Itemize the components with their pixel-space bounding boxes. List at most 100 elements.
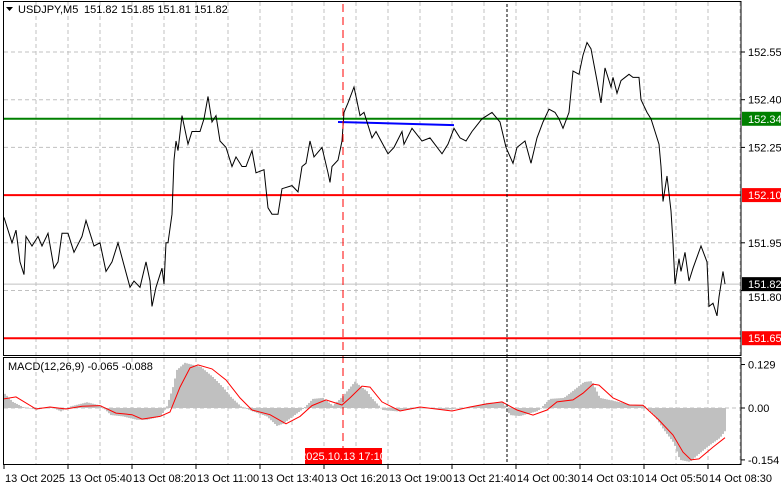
macd-bar [394, 408, 396, 412]
macd-bar [132, 408, 134, 419]
last-price-label: 151.82 [748, 279, 781, 291]
time-tick-label: 13 Oct 05:40 [69, 473, 132, 485]
macd-bar [84, 402, 86, 408]
macd-bar [606, 399, 608, 408]
macd-bar [162, 408, 164, 414]
macd-bar [720, 408, 722, 437]
level-price-label: 152.10 [748, 190, 781, 202]
macd-bar [568, 394, 570, 408]
macd-bar [284, 408, 286, 423]
macd-bar [154, 408, 156, 418]
trend-line[interactable] [337, 121, 455, 127]
macd-bar [254, 408, 256, 413]
macd-bar [130, 408, 132, 419]
macd-bar [500, 402, 502, 408]
macd-bar [60, 408, 62, 412]
macd-bar [640, 405, 642, 408]
macd-bar [528, 408, 530, 414]
triangle-down-icon[interactable] [6, 7, 13, 11]
macd-bar [688, 408, 690, 462]
macd-bar [696, 408, 698, 456]
level-price-label: 151.65 [748, 333, 781, 345]
macd-tick-label: 0.129 [748, 360, 776, 372]
macd-bar [4, 393, 6, 408]
macd-bar [172, 387, 174, 408]
time-tick-label: 13 Oct 13:40 [261, 473, 324, 485]
macd-bar [256, 408, 258, 413]
macd-bar [582, 382, 584, 408]
macd-bar [438, 408, 440, 410]
macd-bar [300, 408, 302, 411]
macd-bar [142, 408, 144, 420]
price-axis[interactable]: 152.55 152.40 152.25 151.95 151.80 152.34 152.… [741, 47, 781, 346]
macd-bar [376, 403, 378, 408]
macd-bar [296, 408, 298, 414]
macd-bar [70, 406, 72, 408]
macd-bar [388, 408, 390, 411]
macd-bar [372, 399, 374, 408]
macd-bar [672, 408, 674, 442]
macd-bar [188, 363, 190, 408]
macd-bar [128, 408, 130, 418]
macd-bar [322, 397, 324, 408]
macd-bar [20, 405, 22, 408]
macd-bar [390, 408, 392, 411]
macd-bar [224, 389, 226, 408]
macd-bar [544, 403, 546, 408]
time-tick-label: 13 Oct 08:20 [133, 473, 196, 485]
macd-bar [498, 402, 500, 408]
macd-bar [704, 408, 706, 450]
macd-bar [356, 383, 358, 408]
macd-bar [540, 408, 542, 409]
macd-bar [504, 405, 506, 408]
macd-bar [260, 408, 262, 415]
macd-bar [448, 408, 450, 410]
macd-bar [186, 363, 188, 408]
macd-bar [88, 402, 90, 408]
time-tick-label: 13 Oct 16:20 [325, 473, 388, 485]
macd-bar [344, 393, 346, 408]
macd-bar [724, 408, 726, 432]
macd-bar [666, 408, 668, 434]
macd-bar [98, 405, 100, 408]
macd-bar [564, 397, 566, 408]
macd-bar [294, 408, 296, 415]
macd-bar [702, 408, 704, 451]
macd-bar [216, 381, 218, 408]
macd-bar [450, 408, 452, 410]
macd-bar [124, 408, 126, 417]
macd-bar [618, 402, 620, 408]
macd-pane-frame [3, 357, 742, 465]
macd-bar [708, 408, 710, 446]
macd-bar [138, 408, 140, 420]
macd-bar [280, 408, 282, 425]
macd-bar [72, 405, 74, 408]
macd-bar [652, 408, 654, 414]
time-tick-label: 14 Oct 08:30 [709, 473, 772, 485]
macd-bar [664, 408, 666, 432]
macd-bar [122, 408, 124, 417]
macd-axis: 0.129 0.00 -0.154 [741, 360, 779, 467]
macd-bar [298, 408, 300, 412]
macd-bar [598, 395, 600, 408]
macd-bar [304, 406, 306, 408]
macd-bar [706, 408, 708, 448]
time-axis[interactable]: 13 Oct 2025 13 Oct 05:40 13 Oct 08:20 13 Oc… [3, 465, 772, 485]
macd-bar [684, 408, 686, 461]
macd-bar [634, 405, 636, 408]
macd-bar [258, 408, 260, 414]
macd-bar [402, 408, 404, 411]
macd-bar [456, 408, 458, 409]
macd-bar [334, 403, 336, 408]
macd-bar [18, 404, 20, 408]
macd-bar [16, 403, 18, 408]
symbol-label: USDJPY,M5 [18, 4, 78, 16]
macd-bar [480, 404, 482, 408]
macd-bar [584, 381, 586, 408]
macd-bar [586, 381, 588, 408]
macd-bar [204, 370, 206, 408]
macd-bar [670, 408, 672, 440]
macd-bar [718, 408, 720, 439]
